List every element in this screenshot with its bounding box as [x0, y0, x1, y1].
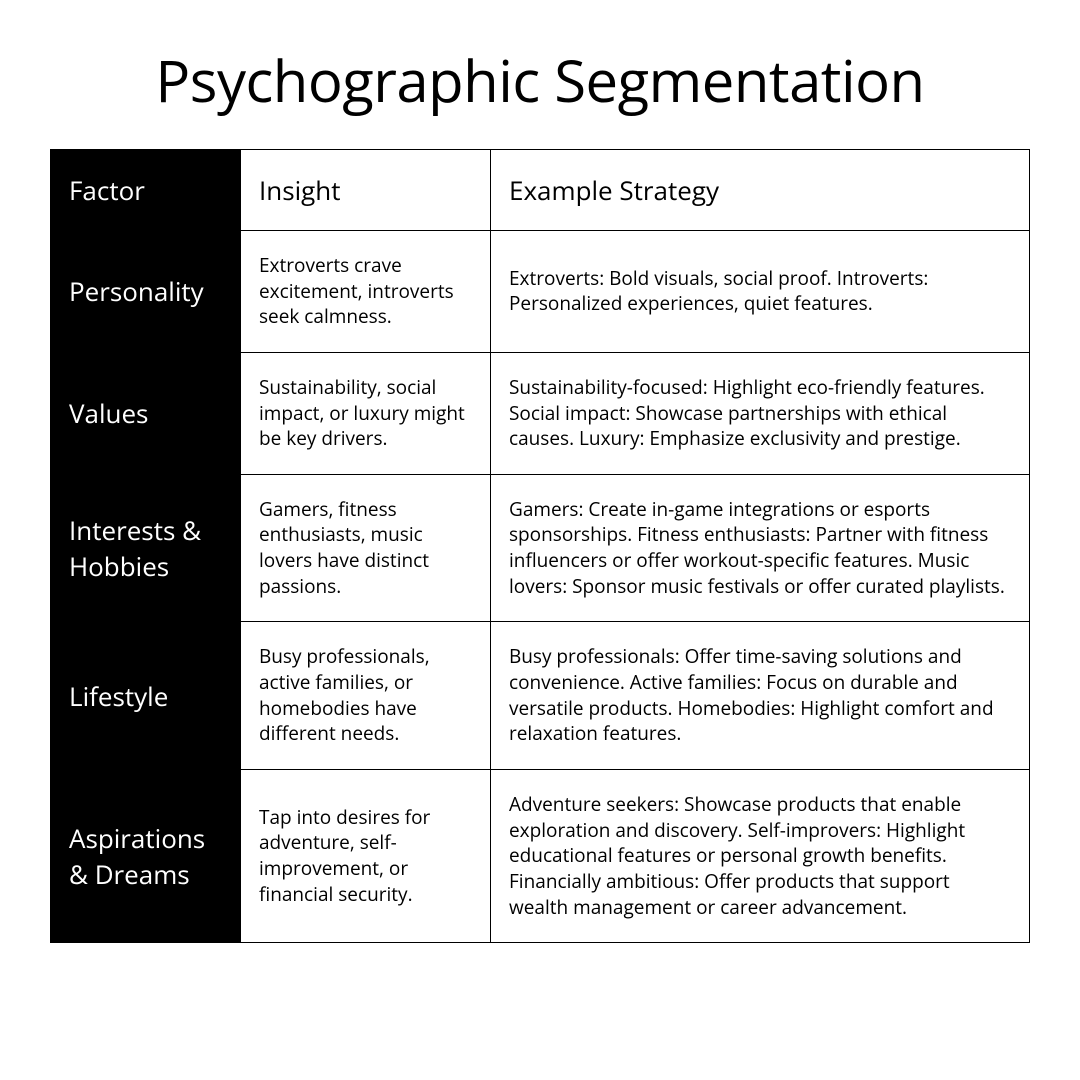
page-title: Psychographic Segmentation: [50, 40, 1030, 119]
factor-cell: Interests & Hobbies: [51, 474, 241, 622]
insight-cell: Busy professionals, active families, or …: [241, 622, 491, 770]
header-strategy: Example Strategy: [491, 150, 1030, 231]
table-row: Lifestyle Busy professionals, active fam…: [51, 622, 1030, 770]
insight-cell: Tap into desires for adventure, self-imp…: [241, 769, 491, 942]
header-insight: Insight: [241, 150, 491, 231]
insight-cell: Extroverts crave excitement, introverts …: [241, 231, 491, 353]
header-factor: Factor: [51, 150, 241, 231]
strategy-cell: Adventure seekers: Showcase products tha…: [491, 769, 1030, 942]
strategy-cell: Extroverts: Bold visuals, social proof. …: [491, 231, 1030, 353]
factor-cell: Lifestyle: [51, 622, 241, 770]
table-row: Aspirations & Dreams Tap into desires fo…: [51, 769, 1030, 942]
table-row: Interests & Hobbies Gamers, fitness enth…: [51, 474, 1030, 622]
factor-cell: Aspirations & Dreams: [51, 769, 241, 942]
table-row: Values Sustainability, social impact, or…: [51, 352, 1030, 474]
table-row: Personality Extroverts crave excitement,…: [51, 231, 1030, 353]
factor-cell: Values: [51, 352, 241, 474]
factor-cell: Personality: [51, 231, 241, 353]
strategy-cell: Gamers: Create in-game integrations or e…: [491, 474, 1030, 622]
strategy-cell: Sustainability-focused: Highlight eco-fr…: [491, 352, 1030, 474]
table-header-row: Factor Insight Example Strategy: [51, 150, 1030, 231]
insight-cell: Gamers, fitness enthusiasts, music lover…: [241, 474, 491, 622]
segmentation-table: Factor Insight Example Strategy Personal…: [50, 149, 1030, 943]
strategy-cell: Busy professionals: Offer time-saving so…: [491, 622, 1030, 770]
insight-cell: Sustainability, social impact, or luxury…: [241, 352, 491, 474]
